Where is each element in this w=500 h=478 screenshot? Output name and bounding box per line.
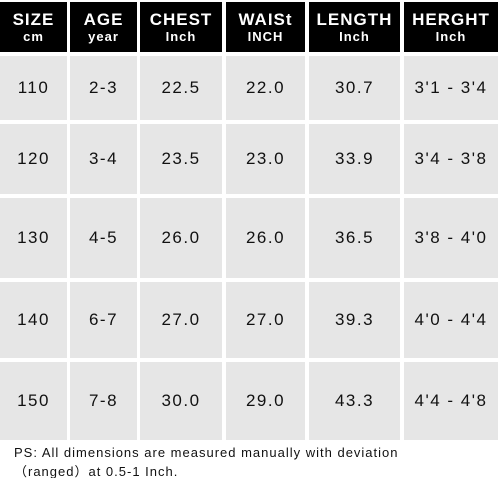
header-title: SIZE <box>12 9 55 29</box>
table-cell: 130 <box>0 198 67 278</box>
table-cell: 120 <box>0 124 67 194</box>
table-cell: 30.7 <box>309 56 400 120</box>
header-cell: WAISt INCH <box>226 2 305 52</box>
table-cell: 33.9 <box>309 124 400 194</box>
table-cell: 110 <box>0 56 67 120</box>
header-cell: CHEST Inch <box>140 2 222 52</box>
table-cell: 3'8 - 4'0 <box>404 198 498 278</box>
table-cell: 22.0 <box>226 56 305 120</box>
header-cell: HERGHT Inch <box>404 2 498 52</box>
table-cell: 150 <box>0 362 67 440</box>
table-cell: 3'4 - 3'8 <box>404 124 498 194</box>
header-cell: AGE year <box>70 2 137 52</box>
header-unit: Inch <box>165 28 197 44</box>
table-cell: 2-3 <box>70 56 137 120</box>
header-unit: Inch <box>435 28 467 44</box>
header-unit: year <box>88 28 119 44</box>
table-cell: 23.0 <box>226 124 305 194</box>
table-cell: 26.0 <box>226 198 305 278</box>
header-unit: cm <box>23 28 44 44</box>
table-cell: 39.3 <box>309 282 400 358</box>
header-title: WAISt <box>238 9 293 29</box>
table-cell: 36.5 <box>309 198 400 278</box>
header-cell: SIZE cm <box>0 2 67 52</box>
header-title: AGE <box>83 9 124 29</box>
table-cell: 4'0 - 4'4 <box>404 282 498 358</box>
table-cell: 30.0 <box>140 362 222 440</box>
table-cell: 29.0 <box>226 362 305 440</box>
table-cell: 4-5 <box>70 198 137 278</box>
table-cell: 7-8 <box>70 362 137 440</box>
note-line: PS: All dimensions are measured manually… <box>14 445 399 460</box>
header-cell: LENGTH Inch <box>309 2 400 52</box>
table-cell: 22.5 <box>140 56 222 120</box>
table-cell: 27.0 <box>226 282 305 358</box>
table-cell: 43.3 <box>309 362 400 440</box>
note-line: （ranged）at 0.5-1 Inch. <box>14 464 179 478</box>
header-title: LENGTH <box>316 9 393 29</box>
table-cell: 3-4 <box>70 124 137 194</box>
header-title: CHEST <box>149 9 213 29</box>
table-cell: 4'4 - 4'8 <box>404 362 498 440</box>
header-unit: INCH <box>247 28 284 44</box>
table-cell: 27.0 <box>140 282 222 358</box>
table-cell: 26.0 <box>140 198 222 278</box>
header-title: HERGHT <box>412 9 490 29</box>
table-cell: 6-7 <box>70 282 137 358</box>
table-cell: 3'1 - 3'4 <box>404 56 498 120</box>
table-cell: 23.5 <box>140 124 222 194</box>
table-cell: 140 <box>0 282 67 358</box>
header-unit: Inch <box>339 28 370 44</box>
